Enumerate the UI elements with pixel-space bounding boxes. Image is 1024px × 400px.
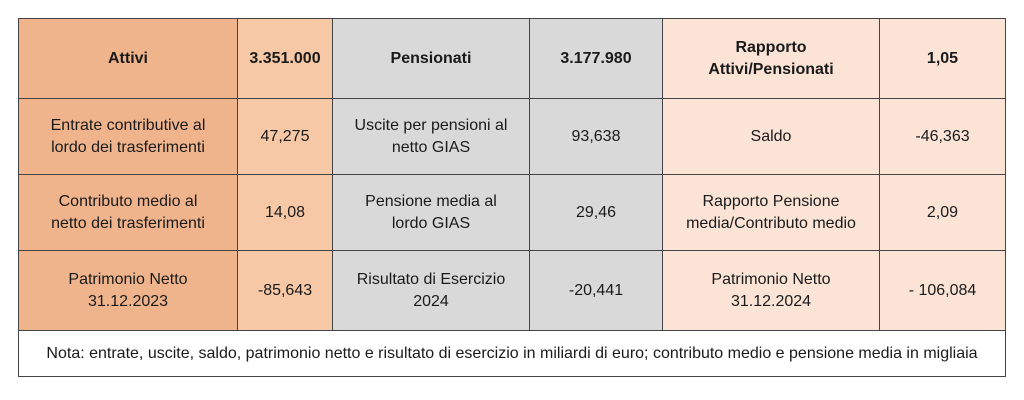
- cell-value: 29,46: [575, 203, 617, 221]
- row2-label-cell: Contributo medio al netto dei trasferime…: [18, 174, 238, 251]
- summary-table: Attivi 3.351.000 Pensionati 3.177.980 Ra…: [18, 18, 1006, 377]
- cell-value: -46,363: [915, 127, 970, 145]
- cell-value: 93,638: [571, 127, 621, 145]
- table-row: Patrimonio Netto 31.12.2023 -85,643 Risu…: [18, 250, 1006, 331]
- note-row: Nota: entrate, uscite, saldo, patrimonio…: [18, 330, 1006, 377]
- row3-value-cell: -85,643: [237, 250, 333, 331]
- cell-text: 31.12.2024: [730, 292, 812, 310]
- rapporto-label-line2: Attivi/Pensionati: [708, 60, 834, 78]
- cell-text: lordo dei trasferimenti: [51, 138, 205, 156]
- cell-text: Pensione media al: [365, 192, 497, 210]
- attivi-label: Attivi: [108, 49, 148, 67]
- note-cell: Nota: entrate, uscite, saldo, patrimonio…: [18, 330, 1006, 377]
- cell-value: 2,09: [926, 203, 959, 221]
- cell-text: Risultato di Esercizio: [356, 270, 506, 288]
- rapporto-value-cell: 1,05: [879, 18, 1006, 99]
- pensionati-label-cell: Pensionati: [332, 18, 530, 99]
- row1-value3-cell: -46,363: [879, 98, 1006, 175]
- cell-text: 2024: [413, 292, 449, 310]
- row2-value2-cell: 29,46: [529, 174, 663, 251]
- attivi-label-cell: Attivi: [18, 18, 238, 99]
- table-row: Contributo medio al netto dei trasferime…: [18, 174, 1006, 251]
- rapporto-label-line1: Rapporto: [735, 38, 807, 56]
- row1-label2-cell: Uscite per pensioni al netto GIAS: [332, 98, 530, 175]
- cell-value: 47,275: [260, 127, 310, 145]
- pensionati-value: 3.177.980: [560, 49, 632, 67]
- row1-value-cell: 47,275: [237, 98, 333, 175]
- cell-text: netto GIAS: [391, 138, 471, 156]
- attivi-value: 3.351.000: [249, 49, 321, 67]
- row1-label-cell: Entrate contributive al lordo dei trasfe…: [18, 98, 238, 175]
- cell-value: 14,08: [264, 203, 306, 221]
- cell-text: netto dei trasferimenti: [51, 214, 205, 232]
- cell-text: Entrate contributive al: [50, 116, 206, 134]
- row1-label3-cell: Saldo: [662, 98, 880, 175]
- cell-text: media/Contributo medio: [686, 214, 856, 232]
- pensionati-value-cell: 3.177.980: [529, 18, 663, 99]
- header-row: Attivi 3.351.000 Pensionati 3.177.980 Ra…: [18, 18, 1006, 99]
- row3-value3-cell: - 106,084: [879, 250, 1006, 331]
- row2-label3-cell: Rapporto Pensione media/Contributo medio: [662, 174, 880, 251]
- row3-label-cell: Patrimonio Netto 31.12.2023: [18, 250, 238, 331]
- row2-value-cell: 14,08: [237, 174, 333, 251]
- row2-value3-cell: 2,09: [879, 174, 1006, 251]
- cell-value: -85,643: [257, 281, 313, 299]
- attivi-value-cell: 3.351.000: [237, 18, 333, 99]
- cell-text: Saldo: [750, 127, 792, 145]
- cell-text: Patrimonio Netto: [711, 270, 831, 288]
- row3-label2-cell: Risultato di Esercizio 2024: [332, 250, 530, 331]
- cell-text: Uscite per pensioni al: [354, 116, 508, 134]
- footnote: Nota: entrate, uscite, saldo, patrimonio…: [46, 344, 978, 362]
- cell-value: -20,441: [568, 281, 624, 299]
- cell-text: lordo GIAS: [391, 214, 471, 232]
- cell-text: Rapporto Pensione: [702, 192, 840, 210]
- row3-label3-cell: Patrimonio Netto 31.12.2024: [662, 250, 880, 331]
- rapporto-value: 1,05: [926, 49, 959, 67]
- row3-value2-cell: -20,441: [529, 250, 663, 331]
- row1-value2-cell: 93,638: [529, 98, 663, 175]
- rapporto-label-cell: Rapporto Attivi/Pensionati: [662, 18, 880, 99]
- row2-label2-cell: Pensione media al lordo GIAS: [332, 174, 530, 251]
- cell-value: - 106,084: [908, 281, 977, 299]
- pensionati-label: Pensionati: [390, 49, 472, 67]
- cell-text: Contributo medio al: [58, 192, 198, 210]
- table-row: Entrate contributive al lordo dei trasfe…: [18, 98, 1006, 175]
- cell-text: Patrimonio Netto: [68, 270, 188, 288]
- cell-text: 31.12.2023: [87, 292, 169, 310]
